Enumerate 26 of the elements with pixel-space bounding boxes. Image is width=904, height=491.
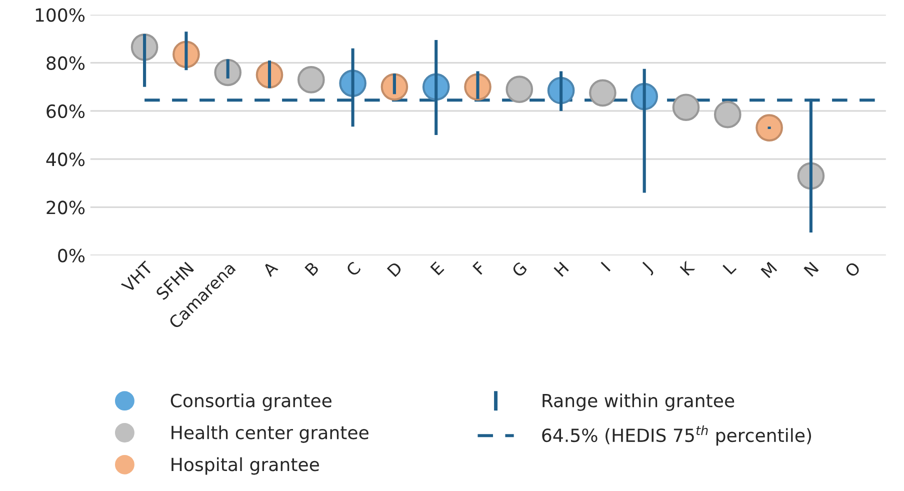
x-tick-label: B xyxy=(304,261,320,276)
x-tick-label: D xyxy=(386,261,403,278)
y-tick-label: 80% xyxy=(46,56,85,70)
legend-label: Health center grantee xyxy=(172,425,368,443)
x-tick-label: F xyxy=(472,261,486,275)
y-tick-label: 60% xyxy=(46,104,85,118)
x-tick-label: I xyxy=(600,262,610,272)
x-tick-label: H xyxy=(554,262,569,277)
x-tick-label: M xyxy=(760,262,778,278)
x-tick-label: O xyxy=(844,261,862,278)
text: Range within grantee xyxy=(542,393,734,411)
y-tick-label: 40% xyxy=(46,152,85,166)
x-tick-label: C xyxy=(345,261,362,277)
legend-label: Consortia grantee xyxy=(170,393,332,411)
legend-label: Hospital grantee xyxy=(172,457,319,475)
y-tick-label: 0% xyxy=(58,248,85,262)
x-tick-label: J xyxy=(640,262,655,276)
x-tick-label: E xyxy=(430,261,444,276)
x-tick-label: L xyxy=(722,260,737,275)
y-tick-label: 100% xyxy=(36,8,85,22)
x-tick-label: N xyxy=(804,262,819,277)
y-tick-label: 20% xyxy=(46,200,85,214)
x-tick-label: A xyxy=(262,260,278,278)
x-tick-label: G xyxy=(511,261,528,278)
legend-label: 64.5% (HEDIS 75$^{th}$ percentile) xyxy=(542,425,812,446)
x-tick-label: K xyxy=(680,260,696,276)
